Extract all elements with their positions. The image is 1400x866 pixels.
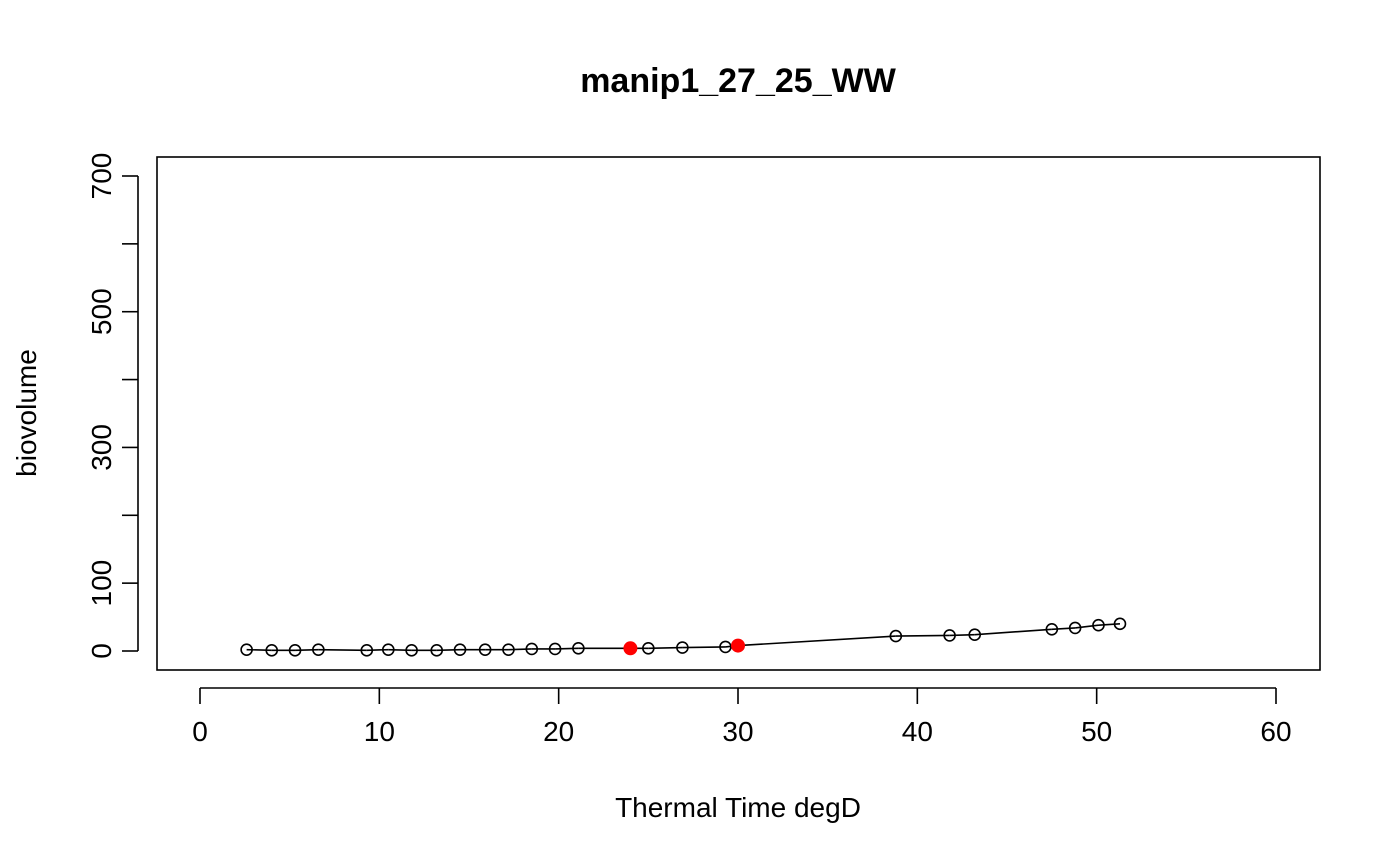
data-point bbox=[719, 640, 732, 654]
y-axis-label: biovolume bbox=[11, 349, 42, 477]
y-tick-label: 300 bbox=[86, 424, 117, 471]
series-line-segment bbox=[366, 648, 389, 652]
data-point bbox=[360, 644, 374, 657]
y-tick-label: 700 bbox=[86, 153, 117, 200]
data-point bbox=[478, 643, 492, 656]
data-point bbox=[240, 643, 253, 656]
chart-title: manip1_27_25_WW bbox=[580, 62, 896, 100]
series-points bbox=[240, 617, 1127, 657]
x-tick-label: 30 bbox=[722, 716, 753, 747]
y-tick-label: 0 bbox=[86, 643, 117, 659]
series-line-segment bbox=[682, 646, 726, 649]
series-line-segment bbox=[436, 648, 461, 652]
data-point bbox=[288, 644, 302, 657]
series-line-segment bbox=[246, 648, 272, 652]
series-line-segment bbox=[508, 648, 532, 651]
data-point bbox=[430, 644, 444, 657]
highlighted-point bbox=[731, 638, 745, 653]
series-line-segment bbox=[895, 634, 950, 637]
data-point bbox=[548, 642, 562, 656]
data-point bbox=[1045, 622, 1059, 636]
data-point bbox=[1092, 618, 1105, 632]
data-point bbox=[405, 644, 418, 657]
data-point bbox=[642, 641, 655, 655]
data-point bbox=[265, 644, 279, 657]
data-point bbox=[676, 641, 689, 654]
x-tick-label: 10 bbox=[364, 716, 395, 747]
series-lines bbox=[246, 623, 1121, 652]
x-tick-label: 0 bbox=[192, 716, 208, 747]
x-axis: 0 10 20 30 40 50 60 bbox=[192, 687, 1292, 747]
y-axis: 0 100 300 500 700 bbox=[86, 153, 139, 659]
data-point bbox=[889, 629, 903, 643]
data-point bbox=[1068, 621, 1082, 635]
series-line-segment bbox=[388, 648, 412, 652]
series-line-segment bbox=[1075, 624, 1099, 629]
series-line-segment bbox=[1051, 627, 1076, 631]
data-point bbox=[453, 643, 467, 656]
x-tick-label: 40 bbox=[902, 716, 933, 747]
series-line-segment bbox=[974, 628, 1052, 636]
data-point bbox=[312, 643, 325, 656]
series-line-segment bbox=[295, 648, 319, 652]
series-line-segment bbox=[1098, 623, 1121, 627]
x-tick-label: 50 bbox=[1081, 716, 1112, 747]
highlight-points bbox=[623, 638, 745, 656]
data-point bbox=[525, 642, 539, 656]
data-point bbox=[968, 628, 982, 642]
x-tick-label: 60 bbox=[1260, 716, 1291, 747]
y-tick-label: 500 bbox=[86, 288, 117, 335]
highlighted-point bbox=[623, 641, 638, 656]
series-line-segment bbox=[737, 635, 896, 647]
series-line-segment bbox=[555, 647, 579, 650]
data-point bbox=[943, 629, 956, 642]
y-tick-label: 100 bbox=[86, 560, 117, 607]
series-line-segment bbox=[949, 633, 975, 637]
data-point bbox=[572, 641, 585, 655]
x-tick-label: 20 bbox=[543, 716, 574, 747]
data-point bbox=[1113, 617, 1127, 631]
plot-area-frame bbox=[156, 156, 1321, 671]
x-axis-label: Thermal Time degD bbox=[615, 792, 861, 823]
data-point bbox=[381, 643, 395, 656]
series-line-segment bbox=[318, 648, 367, 652]
data-point bbox=[502, 643, 515, 656]
